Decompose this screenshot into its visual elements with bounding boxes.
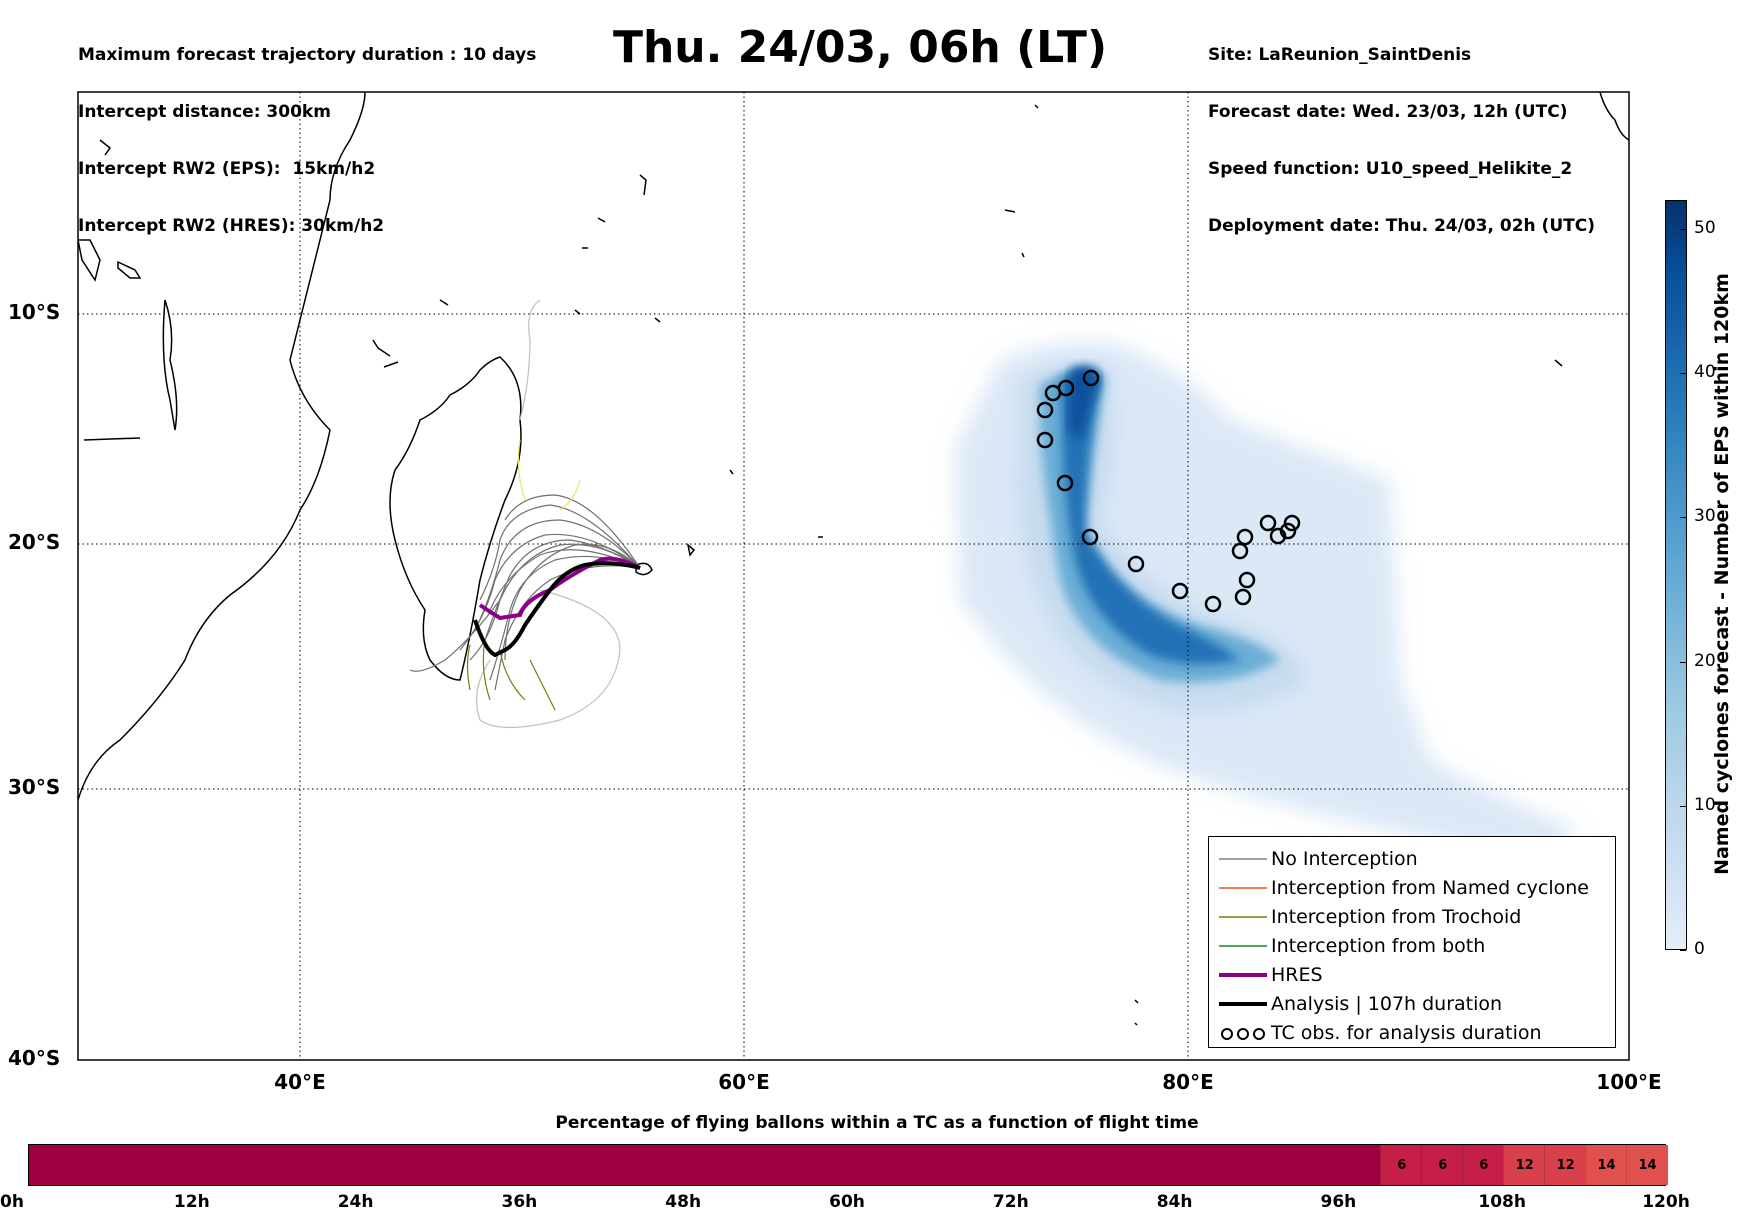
colorbar-tick-mark bbox=[1680, 373, 1686, 375]
timeline-tick: 84h bbox=[1156, 1192, 1193, 1212]
legend-item-both: Interception from both bbox=[1209, 934, 1615, 958]
forecast-date-text: Forecast date: Wed. 23/03, 12h (UTC) bbox=[1208, 102, 1568, 122]
colorbar-tick-0: 0 bbox=[1694, 939, 1705, 959]
timeline-tick: 0h bbox=[0, 1192, 24, 1212]
timeline-tick: 108h bbox=[1478, 1192, 1526, 1212]
both-line-icon bbox=[1219, 945, 1267, 947]
named-cyclone-line-icon bbox=[1219, 887, 1267, 889]
intercept-distance-text: Intercept distance: 300km bbox=[78, 102, 331, 122]
trochoid-trajectories bbox=[466, 639, 556, 711]
lon-tick-100e: 100°E bbox=[1596, 1070, 1662, 1094]
legend-item-no-interception: No Interception bbox=[1209, 847, 1615, 871]
colorbar-tick-50: 50 bbox=[1694, 217, 1716, 238]
map-legend: No Interception Interception from Named … bbox=[1208, 836, 1616, 1048]
coastlines bbox=[78, 92, 1629, 1026]
cyclone-density-field bbox=[955, 342, 1580, 861]
legend-item-trochoid: Interception from Trochoid bbox=[1209, 905, 1615, 929]
gridlines bbox=[78, 92, 1629, 1060]
outlier-trajectories bbox=[476, 299, 621, 729]
timeline-cell: 12 bbox=[1544, 1145, 1587, 1185]
colorbar-tick-10: 10 bbox=[1694, 794, 1716, 815]
intercept-eps-text: Intercept RW2 (EPS): 15km/h2 bbox=[78, 159, 376, 179]
site-text: Site: LaReunion_SaintDenis bbox=[1208, 45, 1472, 65]
lon-tick-60e: 60°E bbox=[718, 1070, 770, 1094]
tc-observation-icon bbox=[1221, 1028, 1265, 1040]
trochoid-line-icon bbox=[1219, 916, 1267, 918]
tc-observation-markers bbox=[1036, 369, 1301, 613]
timeline-cell: 12 bbox=[1503, 1145, 1546, 1185]
colorbar-tick-40: 40 bbox=[1694, 362, 1716, 383]
legend-item-analysis: Analysis | 107h duration bbox=[1209, 992, 1615, 1016]
colorbar-tick-20: 20 bbox=[1694, 650, 1716, 671]
timeline-tick: 24h bbox=[337, 1192, 374, 1212]
analysis-trajectory bbox=[473, 561, 641, 658]
intercept-hres-text: Intercept RW2 (HRES): 30km/h2 bbox=[78, 216, 385, 236]
no-interception-trajectories bbox=[409, 494, 641, 691]
map-frame bbox=[77, 91, 1630, 1061]
analysis-line-icon bbox=[1219, 1002, 1267, 1006]
timeline-tick: 96h bbox=[1320, 1192, 1357, 1212]
legend-item-named-cyclone: Interception from Named cyclone bbox=[1209, 876, 1615, 900]
timeline-tick: 12h bbox=[173, 1192, 210, 1212]
yellow-trajectories bbox=[517, 439, 581, 511]
site-info: Site: LaReunion_SaintDenis Forecast date… bbox=[1208, 8, 1595, 255]
timeline-bar: 6 6 6 12 12 14 14 bbox=[28, 1144, 1668, 1186]
colorbar-label: Named cyclones forecast - Number of EPS … bbox=[1711, 273, 1733, 875]
trajectory-duration-text: Maximum forecast trajectory duration : 1… bbox=[78, 45, 537, 65]
speed-function-text: Speed function: U10_speed_Helikite_2 bbox=[1208, 159, 1573, 179]
lat-tick-20s: 20°S bbox=[8, 530, 61, 554]
timeline-title: Percentage of flying ballons within a TC… bbox=[555, 1113, 1199, 1133]
timeline-tick: 72h bbox=[992, 1192, 1029, 1212]
timeline-cell: 14 bbox=[1626, 1145, 1668, 1185]
timeline-cell: 6 bbox=[1380, 1145, 1423, 1185]
timeline-cell: 6 bbox=[1421, 1145, 1464, 1185]
legend-item-tc-obs: TC obs. for analysis duration bbox=[1209, 1021, 1615, 1045]
timeline-tick: 120h bbox=[1642, 1192, 1690, 1212]
timeline-tick: 60h bbox=[829, 1192, 865, 1212]
colorbar-tick-mark bbox=[1680, 805, 1686, 807]
colorbar-tick-mark bbox=[1680, 517, 1686, 519]
lat-tick-10s: 10°S bbox=[8, 300, 61, 324]
no-interception-line-icon bbox=[1219, 858, 1267, 860]
timeline-tick: 48h bbox=[665, 1192, 702, 1212]
hres-line-icon bbox=[1219, 973, 1267, 977]
lon-tick-40e: 40°E bbox=[274, 1070, 326, 1094]
timeline-cell: 6 bbox=[1462, 1145, 1505, 1185]
lat-tick-40s: 40°S bbox=[8, 1046, 61, 1070]
colorbar bbox=[1665, 200, 1687, 950]
timeline-tick: 36h bbox=[501, 1192, 538, 1212]
colorbar-tick-mark bbox=[1680, 661, 1686, 663]
colorbar-tick-mark bbox=[1680, 950, 1686, 951]
page-title: Thu. 24/03, 06h (LT) bbox=[612, 22, 1108, 73]
colorbar-tick-30: 30 bbox=[1694, 506, 1716, 527]
timeline-cell: 14 bbox=[1585, 1145, 1628, 1185]
colorbar-tick-mark bbox=[1680, 228, 1686, 230]
legend-item-hres: HRES bbox=[1209, 963, 1615, 987]
forecast-parameters: Maximum forecast trajectory duration : 1… bbox=[78, 8, 536, 255]
lat-tick-30s: 30°S bbox=[8, 775, 61, 799]
lon-tick-80e: 80°E bbox=[1162, 1070, 1214, 1094]
deployment-date-text: Deployment date: Thu. 24/03, 02h (UTC) bbox=[1208, 216, 1595, 236]
